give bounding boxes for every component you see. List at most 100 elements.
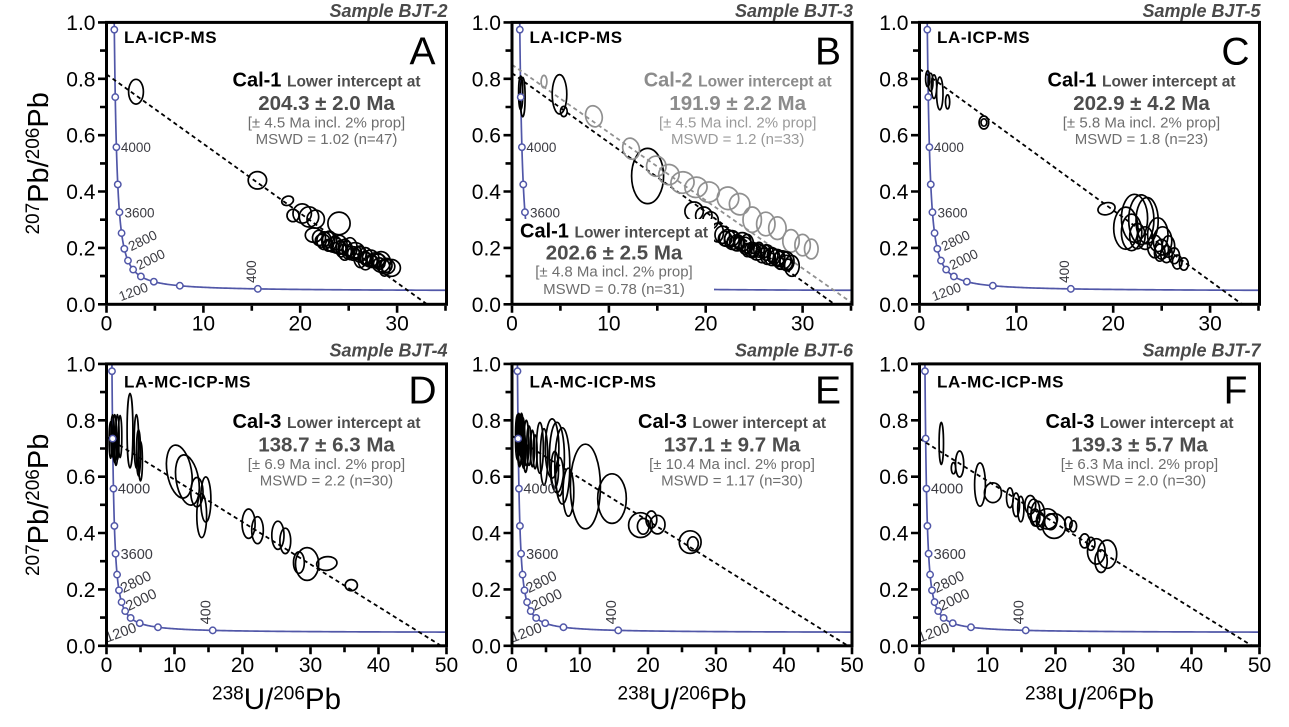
svg-text:400: 400 <box>244 260 259 283</box>
svg-text:10: 10 <box>192 312 215 335</box>
svg-text:LA-MC-ICP-MS: LA-MC-ICP-MS <box>124 373 251 392</box>
svg-text:Cal-3 Lower intercept at: Cal-3 Lower intercept at <box>1046 411 1234 433</box>
svg-text:0.0: 0.0 <box>472 294 501 317</box>
svg-text:4000: 4000 <box>118 482 150 498</box>
svg-text:30: 30 <box>1112 654 1135 677</box>
svg-text:D: D <box>408 370 436 413</box>
svg-text:1.0: 1.0 <box>66 353 95 376</box>
svg-text:238U/206Pb: 238U/206Pb <box>1025 683 1154 716</box>
svg-text:0: 0 <box>101 312 113 335</box>
svg-text:3600: 3600 <box>121 547 153 563</box>
svg-text:0.0: 0.0 <box>472 635 501 658</box>
svg-text:4000: 4000 <box>526 140 556 155</box>
svg-text:40: 40 <box>367 654 390 677</box>
svg-text:0.8: 0.8 <box>879 410 908 433</box>
svg-text:LA-ICP-MS: LA-ICP-MS <box>937 28 1030 47</box>
svg-text:4000: 4000 <box>523 482 555 498</box>
svg-text:[± 10.4 Ma incl. 2% prop]: [± 10.4 Ma incl. 2% prop] <box>649 456 815 473</box>
svg-text:202.6 ± 2.5 Ma: 202.6 ± 2.5 Ma <box>546 242 683 265</box>
svg-text:MSWD = 0.78 (n=31): MSWD = 0.78 (n=31) <box>543 281 685 298</box>
svg-text:0: 0 <box>506 312 518 335</box>
svg-text:[± 6.3 Ma incl. 2% prop]: [± 6.3 Ma incl. 2% prop] <box>1061 456 1218 473</box>
svg-text:0: 0 <box>101 654 113 677</box>
svg-text:LA-ICP-MS: LA-ICP-MS <box>530 28 623 47</box>
svg-text:0.2: 0.2 <box>879 579 908 602</box>
svg-text:LA-MC-ICP-MS: LA-MC-ICP-MS <box>530 373 657 392</box>
svg-text:20: 20 <box>1102 312 1125 335</box>
svg-text:10: 10 <box>976 654 999 677</box>
svg-text:0: 0 <box>914 654 926 677</box>
svg-text:30: 30 <box>385 312 408 335</box>
svg-text:0.6: 0.6 <box>879 466 908 489</box>
svg-text:3600: 3600 <box>125 205 155 220</box>
svg-text:30: 30 <box>299 654 322 677</box>
svg-text:20: 20 <box>1044 654 1067 677</box>
svg-text:Sample BJT-6: Sample BJT-6 <box>735 341 854 361</box>
svg-text:0.8: 0.8 <box>472 68 501 91</box>
svg-text:3600: 3600 <box>934 547 966 563</box>
svg-text:10: 10 <box>597 312 620 335</box>
svg-text:40: 40 <box>772 654 795 677</box>
svg-text:202.9 ± 4.2 Ma: 202.9 ± 4.2 Ma <box>1073 92 1210 115</box>
svg-text:0.0: 0.0 <box>66 635 95 658</box>
svg-text:400: 400 <box>1012 600 1028 624</box>
svg-text:Cal-3 Lower intercept at: Cal-3 Lower intercept at <box>233 411 421 433</box>
svg-text:400: 400 <box>199 600 215 624</box>
svg-text:204.3 ± 2.0 Ma: 204.3 ± 2.0 Ma <box>258 92 395 115</box>
svg-text:B: B <box>815 31 841 74</box>
svg-text:Cal-1 Lower intercept at: Cal-1 Lower intercept at <box>1048 70 1236 92</box>
svg-text:0.6: 0.6 <box>66 466 95 489</box>
svg-text:[± 5.8 Ma incl. 2% prop]: [± 5.8 Ma incl. 2% prop] <box>1063 115 1220 132</box>
svg-text:0.4: 0.4 <box>879 523 909 546</box>
svg-text:Sample BJT-5: Sample BJT-5 <box>1142 1 1261 21</box>
svg-text:Cal-1 Lower intercept at: Cal-1 Lower intercept at <box>520 220 708 242</box>
svg-text:207Pb/206Pb: 207Pb/206Pb <box>23 92 55 234</box>
svg-text:0.0: 0.0 <box>879 635 908 658</box>
svg-text:[± 4.5 Ma incl. 2% prop]: [± 4.5 Ma incl. 2% prop] <box>659 115 816 132</box>
svg-text:0.0: 0.0 <box>879 294 908 317</box>
svg-text:MSWD = 1.2 (n=33): MSWD = 1.2 (n=33) <box>671 131 804 148</box>
svg-text:Sample BJT-4: Sample BJT-4 <box>329 341 447 361</box>
svg-text:137.1 ± 9.7 Ma: 137.1 ± 9.7 Ma <box>664 434 801 457</box>
svg-text:10: 10 <box>163 654 186 677</box>
svg-text:MSWD = 1.8 (n=23): MSWD = 1.8 (n=23) <box>1075 131 1208 148</box>
svg-text:4000: 4000 <box>121 140 151 155</box>
svg-text:[± 4.5 Ma incl. 2% prop]: [± 4.5 Ma incl. 2% prop] <box>248 115 405 132</box>
svg-text:400: 400 <box>604 600 620 624</box>
svg-text:30: 30 <box>791 312 814 335</box>
svg-text:Sample BJT-3: Sample BJT-3 <box>735 1 853 21</box>
svg-text:0.2: 0.2 <box>879 237 908 260</box>
svg-text:0.6: 0.6 <box>66 125 95 148</box>
svg-text:1.0: 1.0 <box>472 353 501 376</box>
svg-text:0.4: 0.4 <box>66 523 96 546</box>
svg-text:20: 20 <box>636 654 659 677</box>
svg-text:10: 10 <box>1005 312 1028 335</box>
svg-text:0.4: 0.4 <box>472 523 502 546</box>
svg-text:0.4: 0.4 <box>879 181 909 204</box>
svg-text:0.0: 0.0 <box>66 294 95 317</box>
svg-text:20: 20 <box>694 312 717 335</box>
svg-text:207Pb/206Pb: 207Pb/206Pb <box>23 434 55 576</box>
svg-text:1.0: 1.0 <box>879 12 908 35</box>
svg-text:4000: 4000 <box>934 140 964 155</box>
svg-text:138.7 ± 6.3 Ma: 138.7 ± 6.3 Ma <box>258 434 395 457</box>
svg-text:Sample BJT-7: Sample BJT-7 <box>1142 341 1261 361</box>
svg-text:1.0: 1.0 <box>879 353 908 376</box>
svg-text:MSWD = 1.17 (n=30): MSWD = 1.17 (n=30) <box>661 473 803 490</box>
svg-text:30: 30 <box>1198 312 1221 335</box>
svg-text:10: 10 <box>568 654 591 677</box>
svg-text:[± 6.9 Ma incl. 2% prop]: [± 6.9 Ma incl. 2% prop] <box>248 456 405 473</box>
svg-text:30: 30 <box>704 654 727 677</box>
svg-text:Cal-2 Lower intercept at: Cal-2 Lower intercept at <box>644 70 832 92</box>
svg-text:1.0: 1.0 <box>66 12 95 35</box>
svg-text:Cal-3 Lower intercept at: Cal-3 Lower intercept at <box>638 411 826 433</box>
svg-text:0.4: 0.4 <box>66 181 96 204</box>
svg-text:50: 50 <box>435 654 458 677</box>
svg-text:E: E <box>815 370 841 413</box>
svg-text:50: 50 <box>1248 654 1271 677</box>
svg-text:0.6: 0.6 <box>472 125 501 148</box>
svg-text:0.2: 0.2 <box>472 237 501 260</box>
svg-text:0.2: 0.2 <box>66 579 95 602</box>
svg-text:191.9 ± 2.2 Ma: 191.9 ± 2.2 Ma <box>669 92 806 115</box>
svg-text:4000: 4000 <box>931 482 963 498</box>
